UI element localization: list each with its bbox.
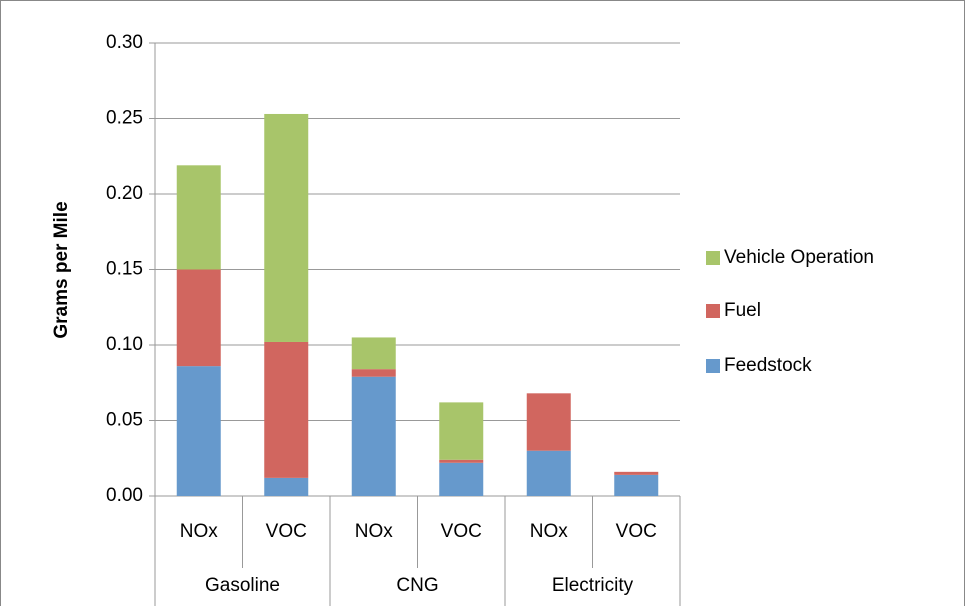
legend-swatch xyxy=(706,251,720,265)
bar-segment xyxy=(614,474,659,496)
bar-segment xyxy=(614,471,659,475)
group-label: CNG xyxy=(396,575,438,596)
bar-segment xyxy=(351,337,396,370)
bar-segment xyxy=(264,341,309,478)
x-tick-label: VOC xyxy=(616,521,657,542)
x-tick-label: NOx xyxy=(355,521,394,542)
group-label: Gasoline xyxy=(205,575,280,596)
y-tick-label: 0.30 xyxy=(106,32,143,53)
bar-segment xyxy=(526,393,571,451)
x-tick-label: NOx xyxy=(530,521,569,542)
x-tick-label: VOC xyxy=(441,521,482,542)
bar-segment xyxy=(264,477,309,496)
bar-segment xyxy=(176,165,221,270)
x-tick-label: VOC xyxy=(266,521,307,542)
bar-segment xyxy=(351,369,396,377)
bar-segment xyxy=(351,376,396,496)
bar-segment xyxy=(176,269,221,367)
bar-segment xyxy=(526,450,571,496)
legend-label: Fuel xyxy=(724,300,761,321)
y-tick-label: 0.20 xyxy=(106,183,143,204)
x-tick-label: NOx xyxy=(180,521,219,542)
bar-segment xyxy=(264,113,309,342)
y-tick-label: 0.05 xyxy=(106,410,143,431)
legend-label: Vehicle Operation xyxy=(724,247,874,268)
y-tick-label: 0.10 xyxy=(106,334,143,355)
y-tick-label: 0.00 xyxy=(106,485,143,506)
y-axis-title: Grams per Mile xyxy=(51,201,72,338)
y-tick-label: 0.15 xyxy=(106,259,143,280)
bar-segment xyxy=(439,459,484,463)
legend-swatch xyxy=(706,304,720,318)
legend-swatch xyxy=(706,359,720,373)
legend-label: Feedstock xyxy=(724,355,812,376)
bar-segment xyxy=(439,402,484,460)
y-tick-label: 0.25 xyxy=(106,108,143,129)
group-label: Electricity xyxy=(552,575,634,596)
bar-segment xyxy=(439,462,484,496)
bar-segment xyxy=(176,366,221,496)
